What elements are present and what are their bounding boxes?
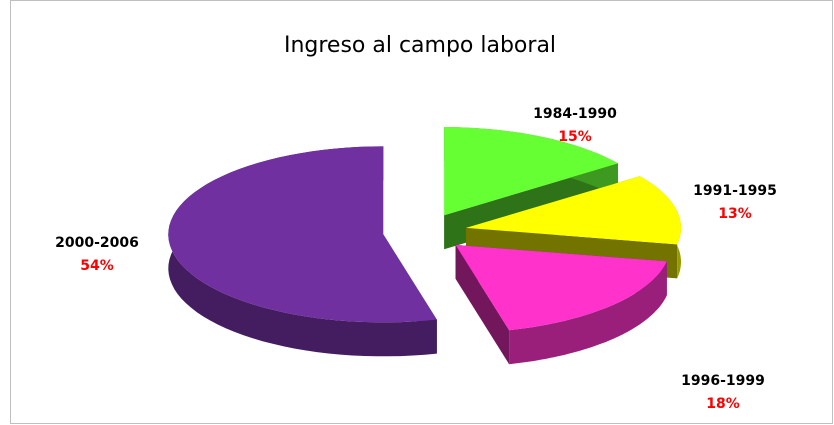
value-label: 18% bbox=[706, 396, 740, 412]
chart-frame bbox=[10, 0, 833, 424]
chart-title: Ingreso al campo laboral bbox=[284, 33, 556, 58]
slice-group bbox=[455, 244, 667, 365]
slice-side bbox=[509, 261, 667, 365]
value-label: 15% bbox=[558, 129, 592, 145]
slice bbox=[466, 176, 681, 245]
slice-wall bbox=[455, 244, 510, 365]
slice-group bbox=[168, 146, 437, 357]
slice bbox=[444, 127, 618, 216]
category-label: 2000-2006 bbox=[55, 235, 139, 251]
slice bbox=[455, 244, 667, 331]
category-label: 1991-1995 bbox=[693, 183, 777, 199]
value-label: 13% bbox=[718, 206, 752, 222]
value-label: 54% bbox=[80, 258, 114, 274]
slice bbox=[168, 146, 437, 323]
category-label: 1984-1990 bbox=[533, 106, 617, 122]
category-label: 1996-1999 bbox=[681, 373, 765, 389]
